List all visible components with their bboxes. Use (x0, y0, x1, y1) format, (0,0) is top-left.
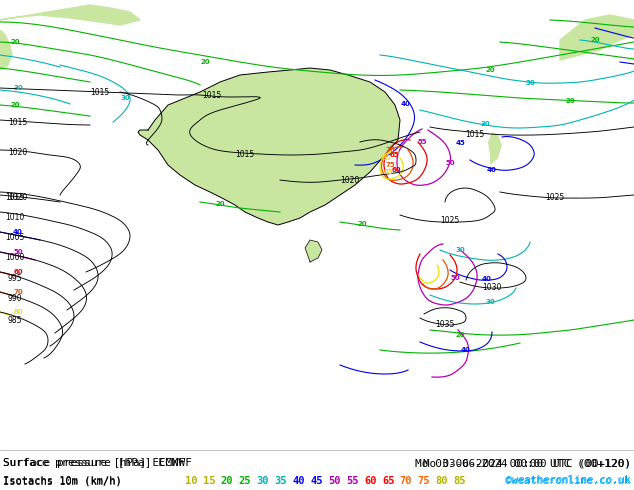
Text: Isotachs 10m (km/h): Isotachs 10m (km/h) (3, 476, 122, 486)
Text: 1020: 1020 (8, 193, 28, 201)
Text: 60: 60 (364, 476, 377, 486)
Text: 30: 30 (455, 247, 465, 253)
Text: 15: 15 (203, 476, 216, 486)
Text: 1015: 1015 (235, 149, 255, 158)
Text: 80: 80 (382, 155, 392, 161)
Text: 995: 995 (8, 273, 22, 283)
Text: 20: 20 (357, 221, 367, 227)
Text: 30: 30 (480, 121, 490, 127)
Text: 50: 50 (13, 249, 23, 255)
Text: 30: 30 (13, 85, 23, 91)
Text: ©weatheronline.co.uk: ©weatheronline.co.uk (505, 476, 630, 486)
Text: 40: 40 (292, 476, 305, 486)
Text: 40: 40 (461, 347, 471, 353)
Text: 1025: 1025 (441, 216, 460, 224)
Text: 1015: 1015 (91, 88, 110, 97)
Text: 20: 20 (485, 67, 495, 73)
Text: 45: 45 (310, 476, 323, 486)
Text: 70: 70 (13, 289, 23, 295)
Text: Isotachs 10m (km/h): Isotachs 10m (km/h) (3, 475, 127, 485)
Text: 20: 20 (590, 37, 600, 43)
Polygon shape (488, 132, 502, 165)
Text: Surface pressure [hPa] ECMWF: Surface pressure [hPa] ECMWF (3, 458, 191, 468)
Text: 75: 75 (418, 476, 430, 486)
Text: 20: 20 (221, 476, 233, 486)
Polygon shape (305, 240, 322, 262)
Text: 1015: 1015 (202, 91, 222, 99)
Text: 40: 40 (487, 167, 497, 173)
Text: 55: 55 (417, 139, 427, 145)
Text: 1015: 1015 (5, 193, 25, 201)
Text: 20: 20 (200, 59, 210, 65)
Text: 85: 85 (383, 169, 393, 175)
Text: 50: 50 (445, 160, 455, 166)
Polygon shape (560, 15, 634, 60)
Text: 65: 65 (382, 476, 394, 486)
Text: 1035: 1035 (436, 319, 455, 328)
Text: 20: 20 (10, 39, 20, 45)
Text: 85: 85 (453, 476, 466, 486)
Text: 30: 30 (525, 80, 535, 86)
Text: 40: 40 (482, 276, 492, 282)
Text: 70: 70 (400, 476, 412, 486)
Text: 30: 30 (257, 476, 269, 486)
Text: 1005: 1005 (5, 233, 25, 242)
Text: 10: 10 (185, 476, 198, 486)
Text: 80: 80 (13, 309, 23, 315)
Text: 40: 40 (13, 229, 23, 235)
Text: ©weatheronline.co.uk: ©weatheronline.co.uk (507, 475, 631, 485)
Text: 50: 50 (328, 476, 340, 486)
Text: 1020: 1020 (340, 175, 359, 185)
Text: 35: 35 (275, 476, 287, 486)
Text: 25: 25 (238, 476, 251, 486)
Text: 20: 20 (565, 98, 575, 104)
Text: 70: 70 (385, 147, 395, 153)
Text: 45: 45 (455, 140, 465, 146)
Text: 50: 50 (450, 275, 460, 281)
Text: 1025: 1025 (545, 193, 565, 201)
Polygon shape (138, 68, 400, 225)
Text: 65: 65 (389, 152, 399, 158)
Text: 1015: 1015 (8, 118, 28, 126)
Text: 20: 20 (215, 201, 225, 207)
Text: 1015: 1015 (465, 129, 484, 139)
Text: 30: 30 (485, 299, 495, 305)
Text: 20: 20 (10, 102, 20, 108)
Text: 75: 75 (385, 162, 395, 168)
Text: 30: 30 (120, 95, 130, 101)
Text: 80: 80 (436, 476, 448, 486)
Text: Surface pressure [hPa] ECMWF: Surface pressure [hPa] ECMWF (3, 458, 185, 468)
Text: 985: 985 (8, 316, 22, 324)
Text: 20: 20 (455, 332, 465, 338)
Text: 990: 990 (8, 294, 22, 302)
Text: 1010: 1010 (5, 213, 25, 221)
Text: Mo 03-06-2024 00:00 UTC (00+120): Mo 03-06-2024 00:00 UTC (00+120) (423, 458, 631, 468)
Text: 1020: 1020 (8, 147, 28, 156)
Text: 55: 55 (346, 476, 359, 486)
Text: 90: 90 (472, 476, 484, 486)
Polygon shape (0, 30, 12, 70)
Text: 1030: 1030 (482, 283, 501, 292)
Text: 40: 40 (401, 101, 411, 107)
Text: 60: 60 (13, 269, 23, 275)
Text: 1000: 1000 (5, 252, 25, 262)
Polygon shape (0, 5, 140, 25)
Text: 60: 60 (391, 167, 401, 173)
Text: Mo 03-06-2024 00:00 UTC (00+120): Mo 03-06-2024 00:00 UTC (00+120) (415, 458, 631, 468)
